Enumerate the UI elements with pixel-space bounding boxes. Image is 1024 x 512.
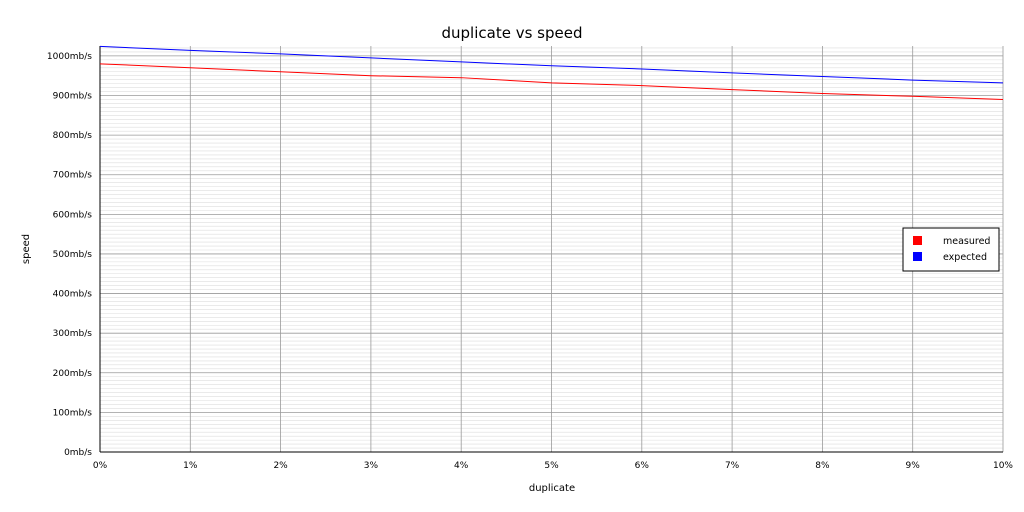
x-axis-label: duplicate [529, 483, 575, 494]
y-tick-label: 300mb/s [53, 329, 93, 339]
legend-box [902, 227, 1000, 272]
x-tick-label: 3% [364, 461, 379, 471]
y-tick-label: 400mb/s [53, 290, 93, 300]
y-tick-label: 200mb/s [53, 369, 93, 379]
x-tick-label: 0% [93, 461, 108, 471]
series-lines [99, 45, 1004, 100]
y-tick-label: 100mb/s [53, 408, 93, 418]
y-tick-label: 500mb/s [53, 250, 93, 260]
x-tick-label: 1% [183, 461, 198, 471]
x-tick-label: 10% [993, 461, 1013, 471]
legend-label-measured: measured [943, 236, 990, 247]
x-tick-label: 5% [544, 461, 559, 471]
y-tick-label: 600mb/s [53, 210, 93, 220]
x-tick-label: 6% [635, 461, 650, 471]
x-tick-label: 4% [454, 461, 469, 471]
legend-swatch-measured [913, 236, 922, 245]
y-tick-labels: 0mb/s 100mb/s 200mb/s 300mb/s 400mb/s 500mb/s… [47, 52, 92, 458]
chart-title: duplicate vs speed [442, 24, 583, 42]
x-tick-labels: 0% 1% 2% 3% 4% 5% 6% 7% 8% 9% 10% [93, 461, 1014, 471]
y-tick-label: 1000mb/s [47, 52, 92, 62]
x-tick-label: 8% [815, 461, 830, 471]
x-tick-label: 2% [273, 461, 288, 471]
legend: measured expected [902, 227, 1000, 272]
axes [99, 46, 1003, 453]
y-tick-label: 900mb/s [53, 92, 93, 102]
x-tick-label: 9% [906, 461, 921, 471]
x-tick-label: 7% [725, 461, 740, 471]
legend-swatch-expected [913, 252, 922, 261]
series-line-measured [99, 63, 1004, 100]
series-line-expected [99, 45, 1004, 84]
y-axis-label: speed [21, 234, 32, 264]
y-tick-label: 800mb/s [53, 131, 93, 141]
y-tick-label: 700mb/s [53, 171, 93, 181]
legend-label-expected: expected [943, 252, 987, 263]
y-tick-label: 0mb/s [64, 448, 92, 458]
grid [99, 46, 1004, 453]
